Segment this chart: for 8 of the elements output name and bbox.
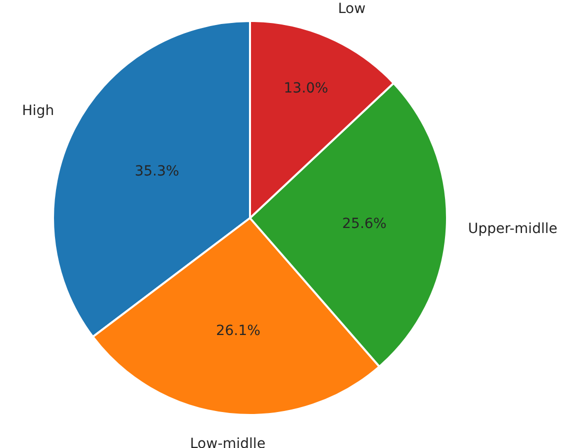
data-label: 35.3% [134,164,180,180]
data-label: 13.0% [284,80,328,97]
slice-label: Upper-midlle [468,221,558,237]
slice-label: High [22,103,54,119]
data-label: 26.1% [216,323,260,340]
data-label: 25.6% [342,216,387,232]
slice-label: Low [338,1,366,17]
slice-label: Low-midlle [190,436,266,448]
